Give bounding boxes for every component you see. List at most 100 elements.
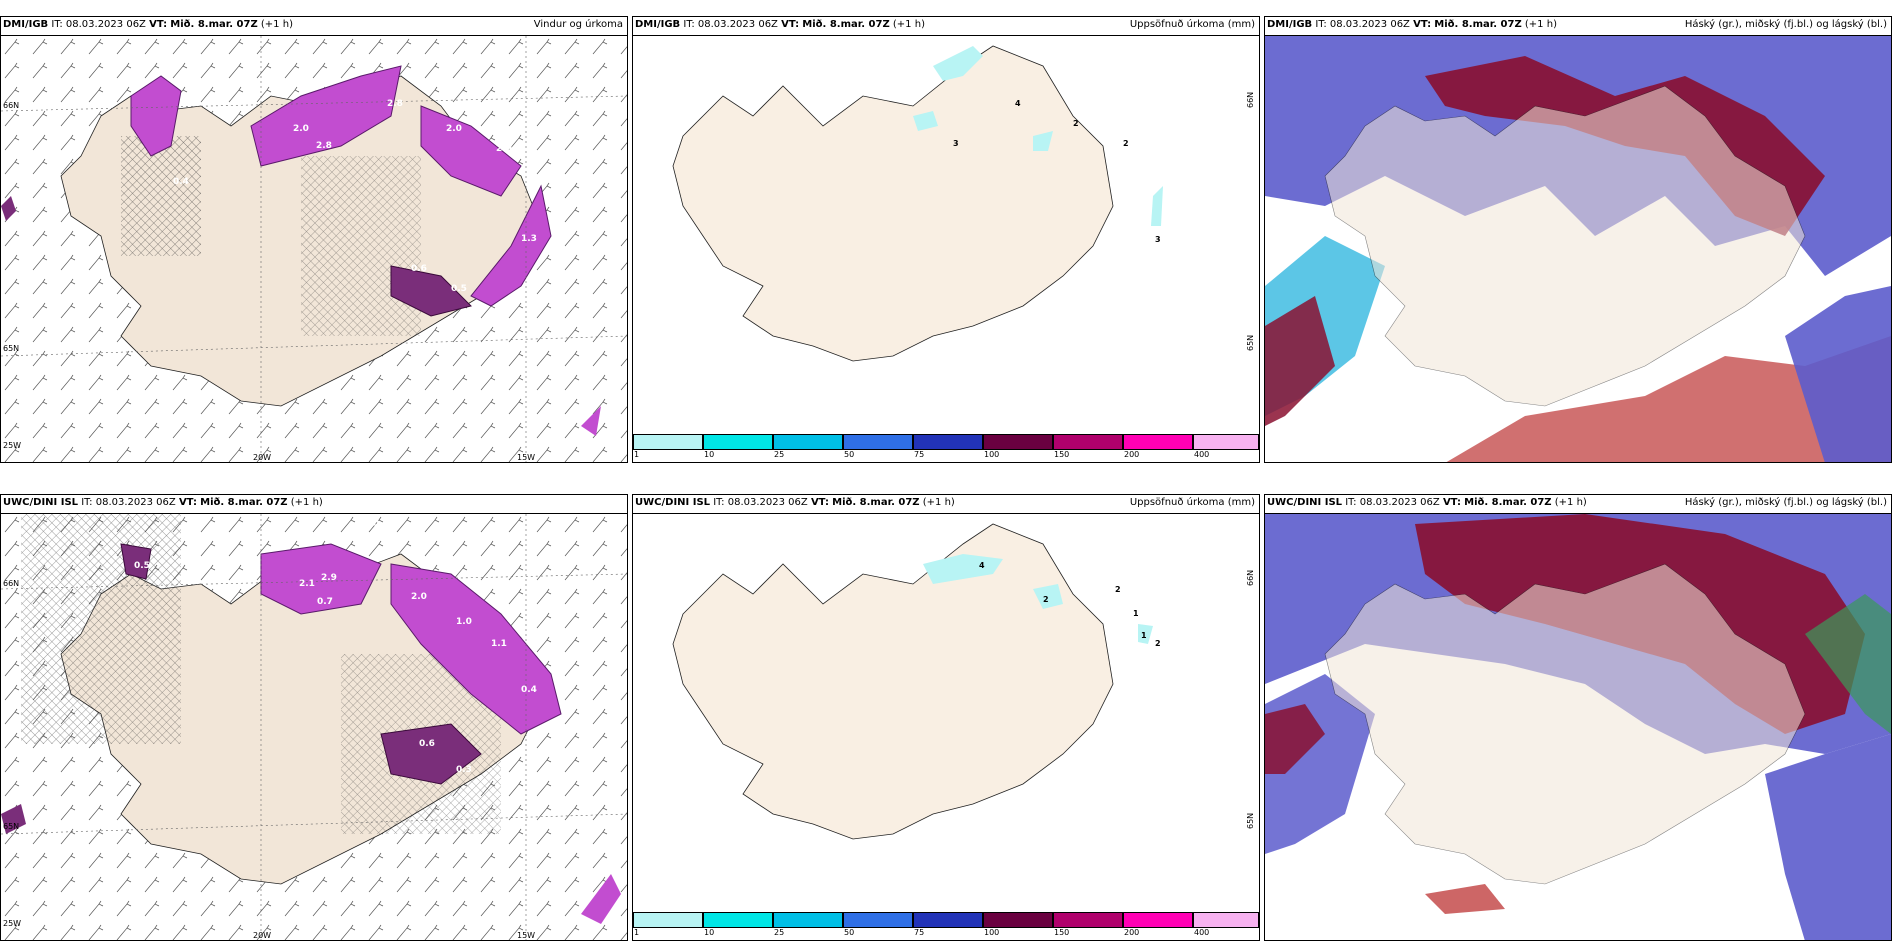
precip-area [1033,131,1053,151]
colorbar-label: 25 [774,928,785,937]
colorbar-label: 75 [914,450,925,459]
lat-label: 66N [3,101,19,110]
colorbar-swatch [1123,912,1193,928]
colorbar-swatch [913,912,983,928]
high-cloud [1265,704,1325,774]
vt-label: VT: [1442,497,1461,508]
lon-label: 15W [517,453,535,462]
vt-label: VT: [781,19,800,30]
lead-time: (+1 h) [892,19,925,30]
colorbar-swatch [843,434,913,450]
map-canvas[interactable]: 1.0 2.0 2.8 2.0 2.0 2.8 0.4 0.6 0.5 1.3 … [1,35,627,462]
colorbar-swatch [633,434,703,450]
contour-label: 2.0 [446,124,462,134]
it-label: IT: [1315,19,1327,30]
contour-label: 2.8 [387,99,403,109]
precip-area [420,105,522,197]
high-cloud [1446,336,1891,462]
colorbar-swatch [983,912,1053,928]
contour-label: 2.1 [299,579,315,589]
contour-label: 2.0 [496,144,512,154]
colorbar-swatch [773,912,843,928]
colorbar-swatch [703,912,773,928]
colorbar-swatch [1193,434,1259,450]
contour-label: 0.6 [419,739,435,749]
it-label: IT: [81,497,93,508]
init-time: 08.03.2023 06Z [1329,19,1410,30]
vt-label: VT: [1413,19,1432,30]
contour-label: 0.5 [373,519,389,529]
vt-label: VT: [149,19,168,30]
colorbar-label: 400 [1194,450,1210,459]
contour-label: 1 [1141,631,1147,640]
contour-label: 2.9 [321,573,337,583]
precip-area [120,543,152,580]
colorbar-label: 150 [1054,928,1070,937]
map-canvas[interactable] [1265,513,1891,940]
precip-area [913,111,938,131]
map-canvas[interactable] [1265,35,1891,462]
valid-time: Mið. 8.mar. 07Z [802,19,890,30]
it-label: IT: [713,497,725,508]
precip-area [581,874,621,924]
contour-label: 2 [1073,119,1079,128]
lead-time: (+1 h) [260,19,293,30]
panel-uwc-clouds: UWC/DINI ISL IT: 08.03.2023 06Z VT: Mið.… [1264,494,1892,941]
precip-area [390,265,472,317]
panel-header: UWC/DINI ISL IT: 08.03.2023 06Z VT: Mið.… [1,495,627,511]
precip-area [1,196,16,221]
lead-time: (+1 h) [290,497,323,508]
high-cloud [1265,296,1335,426]
colorbar-swatch [1123,434,1193,450]
contour-label: 3 [1155,235,1161,244]
map-canvas[interactable]: 2 2 1 1 2 4 66N 65N [633,513,1259,913]
lat-label: 65N [3,822,19,831]
model-name: DMI/IGB [635,19,681,30]
panel-header: UWC/DINI ISL IT: 08.03.2023 06Z VT: Mið.… [633,495,1259,511]
product-title: Uppsöfnuð úrkoma (mm) [1129,19,1255,30]
lat-label: 25W [3,919,21,928]
hatch-area [121,136,201,256]
precip-area [923,554,1003,584]
panel-uwc-wind-precip: UWC/DINI ISL IT: 08.03.2023 06Z VT: Mið.… [0,494,628,941]
precip-area [1138,624,1153,644]
hatch-area [301,156,421,336]
contour-label: 0.4 [521,685,537,695]
product-title: Vindur og úrkoma [533,19,623,30]
contour-label: 1 [1133,609,1139,618]
model-name: DMI/IGB [1267,19,1313,30]
colorbar-swatch [913,434,983,450]
lat-label: 65N [1246,335,1255,351]
colorbar: 1 10 25 50 75 100 150 200 400 [633,434,1259,462]
lead-time: (+1 h) [922,497,955,508]
valid-time: Mið. 8.mar. 07Z [200,497,288,508]
contour-label: 2 [1155,639,1161,648]
panel-dmi-accum-precip: DMI/IGB IT: 08.03.2023 06Z VT: Mið. 8.ma… [632,16,1260,463]
colorbar-label: 25 [774,450,785,459]
valid-time: Mið. 8.mar. 07Z [832,497,920,508]
lead-time: (+1 h) [1554,497,1587,508]
valid-time: Mið. 8.mar. 07Z [1434,19,1522,30]
map-canvas[interactable]: 0.5 0.5 2.1 2.9 0.7 2.0 1.0 1.1 0.4 0.6 … [1,513,627,940]
colorbar-swatch [1193,912,1259,928]
panel-uwc-accum-precip: UWC/DINI ISL IT: 08.03.2023 06Z VT: Mið.… [632,494,1260,941]
valid-time: Mið. 8.mar. 07Z [1464,497,1552,508]
lon-label: 15W [517,931,535,940]
contour-label: 0.3 [456,765,472,775]
contour-label: 2.0 [293,124,309,134]
contour-label: 2 [1123,139,1129,148]
colorbar-label: 150 [1054,450,1070,459]
product-title: Háský (gr.), miðský (fj.bl.) og lágský (… [1684,497,1887,508]
precip-area [1151,186,1163,226]
colorbar-label: 100 [984,928,1000,937]
model-name: UWC/DINI ISL [3,497,79,508]
colorbar-label: 200 [1124,928,1140,937]
contour-label: 1.1 [491,639,507,649]
colorbar-swatch [703,434,773,450]
precip-area [390,563,562,735]
map-canvas[interactable]: 3 2 2 3 4 66N 65N [633,35,1259,435]
contour-label: 0.7 [317,597,333,607]
lon-label: 20W [253,931,271,940]
contour-label: 0.5 [451,284,467,294]
hatch-area [21,514,181,744]
